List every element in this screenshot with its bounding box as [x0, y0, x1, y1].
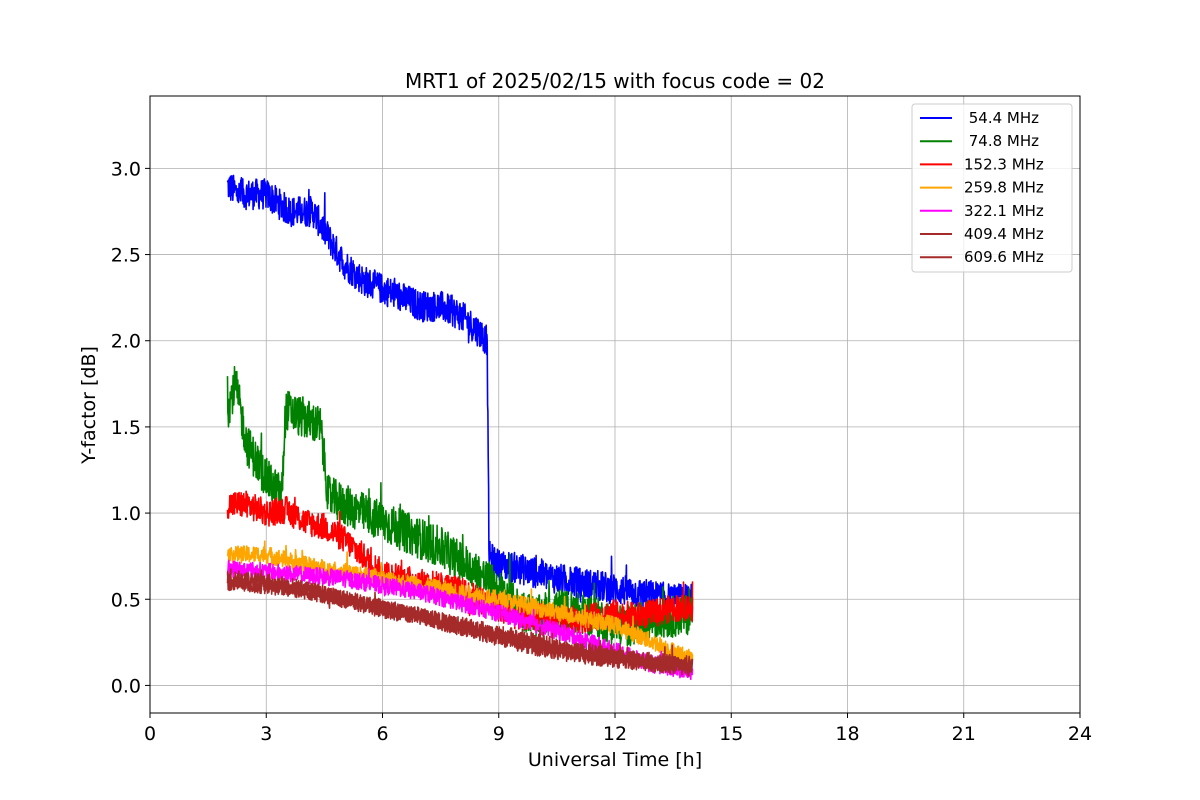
x-tick-label: 6 [376, 723, 388, 745]
legend-label: 409.4 MHz [964, 225, 1044, 243]
y-tick-label: 2.5 [111, 245, 141, 267]
legend-label: 259.8 MHz [964, 179, 1044, 197]
x-tick-label: 24 [1068, 723, 1092, 745]
x-tick-label: 15 [719, 723, 743, 745]
legend: 54.4 MHz 74.8 MHz 152.3 MHz 259.8 MHz 322.1… [911, 103, 1073, 273]
x-axis-label: Universal Time [h] [528, 749, 702, 771]
series-line-0 [226, 174, 694, 615]
y-tick-label: 0.5 [111, 589, 141, 611]
series-layer [226, 174, 694, 681]
y-axis-label: Y-factor [dB] [78, 346, 100, 465]
series-line-6 [226, 568, 693, 677]
x-ticks: 0 3 6 9 12 15 18 21 24 [144, 713, 1092, 745]
legend-label: 54.4 MHz [964, 109, 1039, 127]
legend-label: 322.1 MHz [964, 202, 1044, 220]
legend-label: 74.8 MHz [964, 132, 1039, 150]
chart-title: MRT1 of 2025/02/15 with focus code = 02 [405, 69, 825, 93]
legend-label: 609.6 MHz [964, 248, 1044, 266]
y-ticks: 0.0 0.5 1.0 1.5 2.0 2.5 3.0 [111, 158, 150, 697]
y-tick-label: 2.0 [111, 331, 141, 353]
y-tick-label: 3.0 [111, 158, 141, 180]
y-tick-label: 0.0 [111, 675, 141, 697]
x-tick-label: 21 [952, 723, 976, 745]
x-tick-label: 18 [835, 723, 859, 745]
legend-label: 152.3 MHz [964, 155, 1044, 173]
x-tick-label: 12 [603, 723, 627, 745]
x-tick-label: 9 [493, 723, 505, 745]
x-tick-label: 3 [260, 723, 272, 745]
x-tick-label: 0 [144, 723, 156, 745]
series-line-3 [226, 540, 694, 668]
y-tick-label: 1.0 [111, 503, 141, 525]
legend-box [911, 103, 1073, 273]
y-tick-label: 1.5 [111, 417, 141, 439]
